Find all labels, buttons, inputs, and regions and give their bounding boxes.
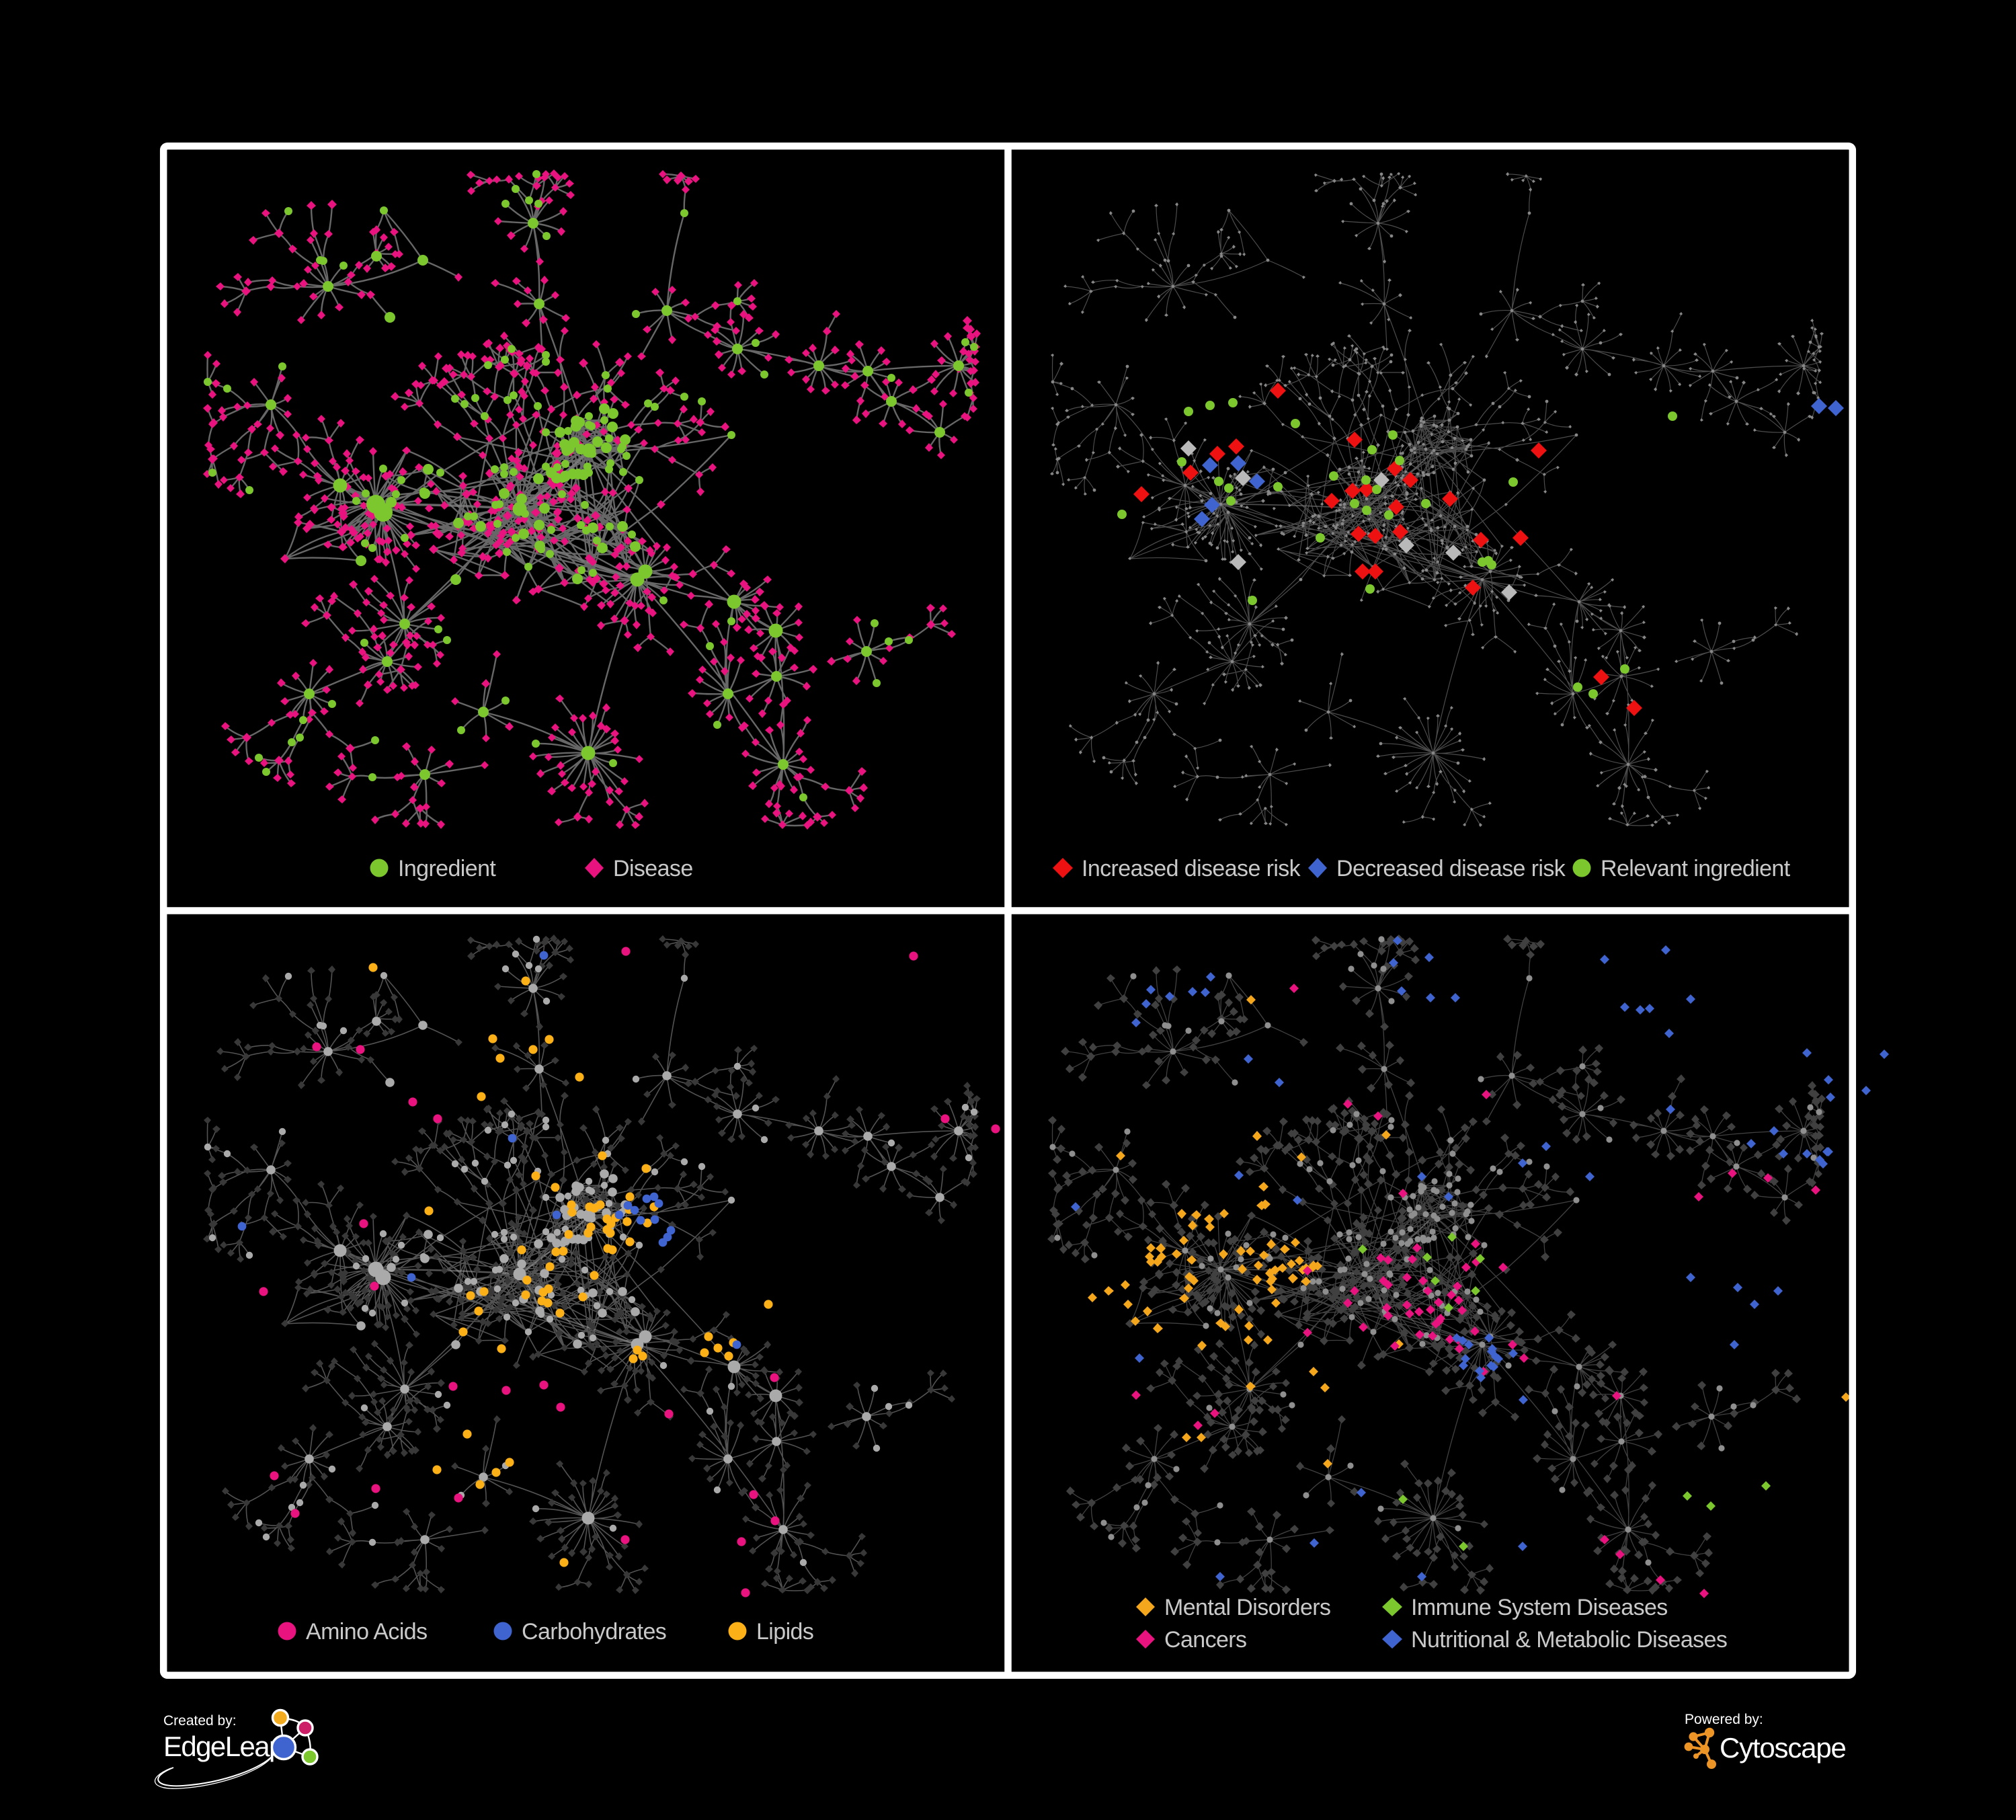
svg-text:Carbohydrates: Carbohydrates bbox=[522, 1619, 666, 1645]
svg-text:Increased disease risk: Increased disease risk bbox=[1082, 856, 1301, 881]
svg-text:Cytoscape: Cytoscape bbox=[1720, 1732, 1846, 1764]
svg-text:Relevant ingredient: Relevant ingredient bbox=[1601, 856, 1791, 881]
svg-text:Nutritional & Metabolic Diseas: Nutritional & Metabolic Diseases bbox=[1411, 1627, 1727, 1653]
svg-text:Disease: Disease bbox=[613, 856, 693, 881]
svg-text:Lipids: Lipids bbox=[756, 1619, 813, 1645]
svg-text:Created by:: Created by: bbox=[163, 1713, 237, 1729]
svg-text:Immune System Diseases: Immune System Diseases bbox=[1411, 1595, 1668, 1620]
svg-text:Amino Acids: Amino Acids bbox=[306, 1619, 427, 1645]
svg-text:Decreased disease risk: Decreased disease risk bbox=[1336, 856, 1566, 881]
svg-text:Mental Disorders: Mental Disorders bbox=[1164, 1595, 1330, 1620]
svg-text:Ingredient: Ingredient bbox=[398, 856, 496, 881]
svg-text:Powered by:: Powered by: bbox=[1685, 1712, 1763, 1727]
svg-text:Cancers: Cancers bbox=[1164, 1627, 1246, 1653]
svg-text:EdgeLeap: EdgeLeap bbox=[163, 1731, 284, 1762]
